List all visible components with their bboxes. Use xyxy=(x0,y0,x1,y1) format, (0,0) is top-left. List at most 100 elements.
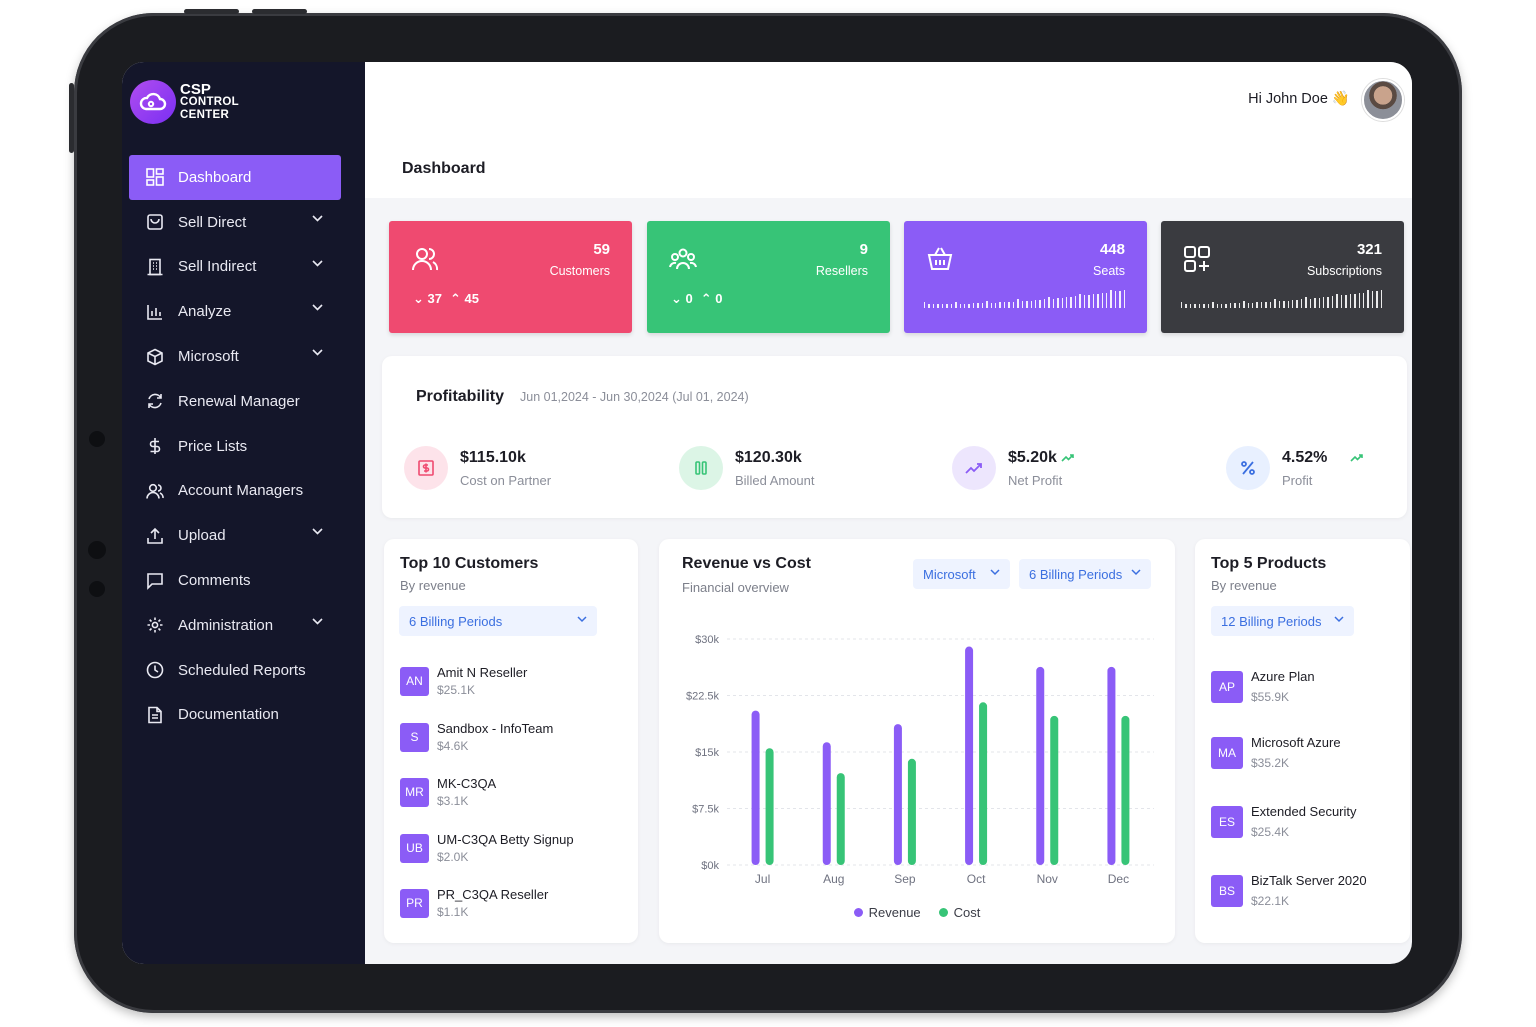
sidebar-item-dashboard[interactable]: Dashboard xyxy=(129,155,341,200)
sparkline-bar xyxy=(1034,300,1037,308)
sparkline-bar xyxy=(1088,294,1090,308)
select-value: 6 Billing Periods xyxy=(1029,566,1123,582)
sidebar-item-renewal-manager[interactable]: Renewal Manager xyxy=(129,379,341,424)
sparkline-bar xyxy=(1238,303,1241,308)
chevron-down-icon xyxy=(312,304,323,312)
select-value: Microsoft xyxy=(923,566,976,582)
avatar[interactable] xyxy=(1362,79,1404,121)
sidebar-item-label: Account Managers xyxy=(178,482,304,500)
list-item[interactable]: MA Microsoft Azure $35.2K xyxy=(1211,735,1341,770)
stat-card-resellers[interactable]: 9 Resellers ⌄ 0 ⌃ 0 xyxy=(647,221,890,333)
item-name: Azure Plan xyxy=(1251,669,1315,684)
sparkline-bar xyxy=(1243,300,1245,308)
section-subtitle: Financial overview xyxy=(682,580,789,595)
sparkline-bar xyxy=(1048,297,1050,308)
cloud-logo-icon xyxy=(130,80,176,124)
sparkline-bar xyxy=(995,302,997,308)
legend-item-cost[interactable]: Cost xyxy=(938,905,981,920)
sidebar-item-sell-direct[interactable]: Sell Direct xyxy=(129,200,341,245)
sidebar-item-upload[interactable]: Upload xyxy=(129,513,341,558)
initials-badge: PR xyxy=(400,888,429,918)
sparkline-bar xyxy=(932,304,935,308)
sidebar-item-sell-indirect[interactable]: Sell Indirect xyxy=(129,245,341,290)
stat-card-customers[interactable]: 59 Customers ⌄ 37 ⌃ 45 xyxy=(389,221,632,333)
sidebar-item-account-managers[interactable]: Account Managers xyxy=(129,469,341,514)
stat-label: Resellers xyxy=(815,264,868,278)
percent-icon xyxy=(1226,446,1270,490)
sparkline-bar xyxy=(941,303,944,308)
sidebar-item-documentation[interactable]: Documentation xyxy=(129,693,341,738)
sparkline-bar xyxy=(1354,293,1356,308)
metric-label: Net Profit xyxy=(1008,472,1063,488)
volume-button xyxy=(252,9,307,14)
sparkline-bar xyxy=(1003,302,1006,308)
stat-trend: ⌄ 37 ⌃ 45 xyxy=(413,291,479,307)
cube-icon xyxy=(145,347,165,367)
sidebar-item-comments[interactable]: Comments xyxy=(129,558,341,603)
item-value: $3.1K xyxy=(437,794,469,808)
metric-cost-on-partner: $115.10k Cost on Partner xyxy=(404,446,551,490)
list-item[interactable]: AP Azure Plan $55.9K xyxy=(1211,669,1315,704)
y-tick-label: $15k xyxy=(695,747,719,759)
sparkline-bar xyxy=(1229,303,1232,308)
sparkline-bar xyxy=(1070,296,1072,308)
stat-label: Customers xyxy=(549,264,610,278)
sidebar-item-price-lists[interactable]: Price Lists xyxy=(129,424,341,469)
bar-revenue xyxy=(1036,666,1045,865)
list-item[interactable]: BS BizTalk Server 2020 $22.1K xyxy=(1211,873,1367,908)
list-item[interactable]: ES Extended Security $25.4K xyxy=(1211,804,1357,839)
sparkline-bar xyxy=(1247,302,1249,308)
sparkline-bar xyxy=(1260,302,1263,308)
sparkline-bar xyxy=(1296,299,1298,308)
bar-revenue xyxy=(1107,666,1116,865)
app-logo[interactable]: CSP CONTROL CENTER xyxy=(130,80,239,124)
sidebar-item-label: Price Lists xyxy=(178,437,248,455)
list-item[interactable]: MR MK-C3QA $3.1K xyxy=(400,776,496,808)
metric-profit: 4.52% Profit xyxy=(1226,446,1364,490)
list-item[interactable]: PR PR_C3QA Reseller $1.1K xyxy=(400,887,548,919)
sparkline-bar xyxy=(999,302,1001,308)
initials-badge: ES xyxy=(1211,805,1243,838)
sparkline-bar xyxy=(1203,303,1205,308)
sidebar-item-analyze[interactable]: Analyze xyxy=(129,289,341,334)
legend-label: Cost xyxy=(953,905,981,920)
sparkline-bar xyxy=(1012,301,1015,308)
item-value: $55.9K xyxy=(1251,690,1290,704)
sidebar-item-administration[interactable]: Administration xyxy=(129,603,341,648)
sparkline-bar xyxy=(937,303,939,308)
sparkline-bar xyxy=(1212,301,1214,308)
vendor-select[interactable]: Microsoft xyxy=(913,559,1010,589)
legend-dot xyxy=(853,908,863,917)
stat-card-seats[interactable]: 448 Seats xyxy=(904,221,1147,333)
sidebar: CSP CONTROL CENTER Dashboard Sell Direct… xyxy=(122,62,365,964)
top-bar: Hi John Doe 👋 Dashboard xyxy=(365,62,1412,198)
logo-text-line: CSP xyxy=(180,80,211,98)
bar-cost xyxy=(1121,715,1130,865)
billing-period-select[interactable]: 12 Billing Periods xyxy=(1211,606,1354,636)
legend-item-revenue[interactable]: Revenue xyxy=(853,905,921,920)
stat-card-subscriptions[interactable]: 321 Subscriptions xyxy=(1161,221,1404,333)
sidebar-item-scheduled-reports[interactable]: Scheduled Reports xyxy=(129,648,341,693)
sidebar-item-label: Dashboard xyxy=(178,168,252,186)
sidebar-item-label: Analyze xyxy=(178,303,232,321)
list-item[interactable]: UB UM-C3QA Betty Signup $2.0K xyxy=(400,832,574,864)
chevron-down-icon xyxy=(1334,616,1344,623)
y-tick-label: $30k xyxy=(695,634,719,646)
list-item[interactable]: AN Amit N Reseller $25.1K xyxy=(400,665,527,697)
billing-period-select[interactable]: 6 Billing Periods xyxy=(1019,559,1151,589)
item-value: $2.0K xyxy=(437,850,469,864)
billing-period-select[interactable]: 6 Billing Periods xyxy=(399,606,597,636)
chart-legend: Revenue Cost xyxy=(659,905,1175,920)
sparkline-bar xyxy=(1110,289,1112,308)
volume-button xyxy=(184,9,239,14)
metric-value: 4.52% xyxy=(1282,449,1364,467)
item-value: $25.1K xyxy=(437,683,476,697)
sidebar-item-microsoft[interactable]: Microsoft xyxy=(129,334,341,379)
profitability-card: Profitability Jun 01,2024 - Jun 30,2024 … xyxy=(382,356,1407,518)
list-item[interactable]: S Sandbox - InfoTeam $4.6K xyxy=(400,721,553,753)
sidebar-item-label: Scheduled Reports xyxy=(178,661,306,679)
sparkline-bar xyxy=(959,303,961,308)
sparkline-bar xyxy=(1181,302,1183,308)
power-button xyxy=(69,83,74,153)
sparkline-bar xyxy=(1323,297,1325,308)
